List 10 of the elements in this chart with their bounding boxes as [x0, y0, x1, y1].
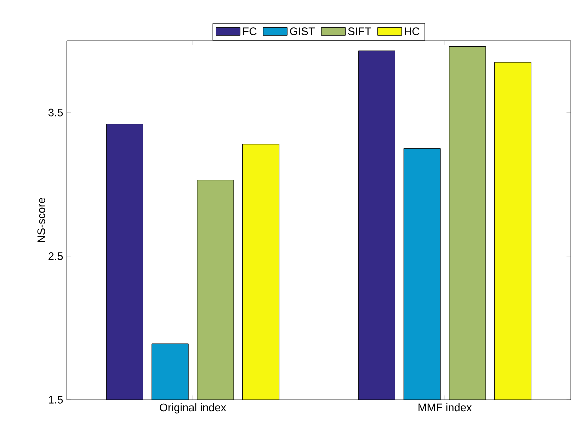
y-tick-label: 3.5 [48, 108, 64, 117]
legend-label: FC [243, 28, 257, 36]
x-tick-label: MMF index [418, 404, 472, 412]
legend-label: GIST [290, 28, 316, 36]
y-tick-label: 1.5 [49, 396, 64, 404]
x-tick-label: Original index [160, 404, 226, 414]
legend-label: HC [405, 28, 420, 36]
y-axis-title: NS-score [38, 198, 46, 242]
y-tick-label: 2.5 [48, 252, 64, 260]
legend-label: SIFT [348, 28, 372, 36]
